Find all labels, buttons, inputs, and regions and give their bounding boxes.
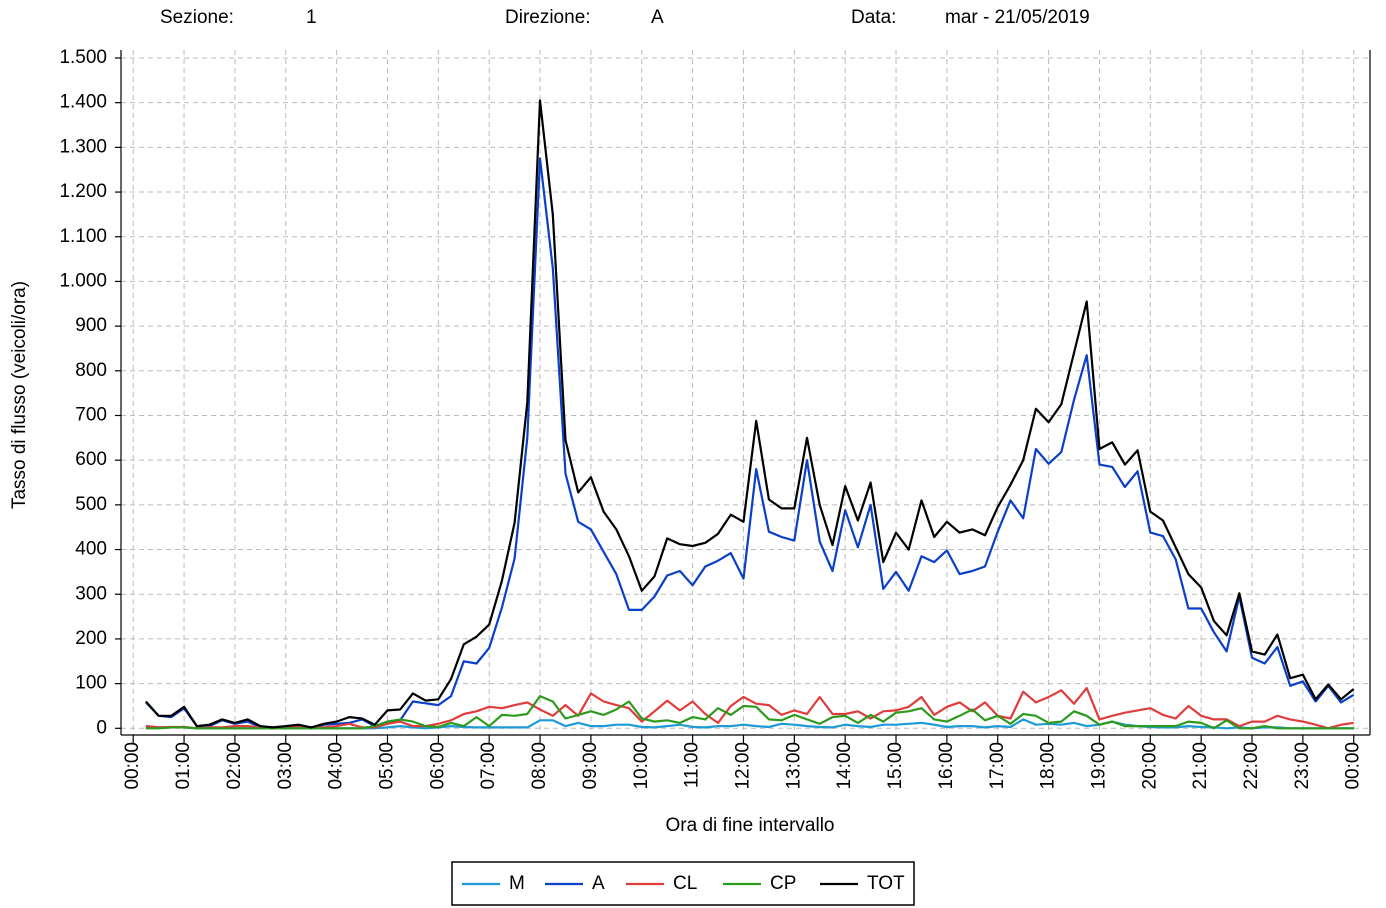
header-value: 1 (306, 7, 317, 28)
y-tick-label: 1.000 (59, 270, 107, 291)
series-line (145, 687, 1354, 730)
y-tick-label: 300 (75, 583, 107, 604)
x-axis-label: Ora di fine intervallo (666, 815, 835, 836)
x-tick-label: 02:00 (224, 742, 245, 790)
x-tick-label: 00:00 (122, 742, 143, 790)
x-tick-label: 19:00 (1088, 742, 1109, 790)
y-tick-label: 1.200 (59, 181, 107, 202)
y-tick-label: 500 (75, 494, 107, 515)
x-tick-label: 20:00 (1139, 742, 1160, 790)
legend-label: A (592, 873, 605, 894)
x-tick-label: 12:00 (732, 742, 753, 790)
x-tick-label: 00:00 (1343, 742, 1364, 790)
x-tick-label: 01:00 (173, 742, 194, 790)
x-tick-label: 09:00 (580, 742, 601, 790)
legend-label: CL (673, 873, 697, 894)
header-value: mar - 21/05/2019 (945, 7, 1090, 28)
x-tick-label: 08:00 (529, 742, 550, 790)
y-tick-label: 0 (96, 717, 107, 738)
legend-label: M (509, 873, 525, 894)
x-tick-label: 16:00 (936, 742, 957, 790)
x-tick-label: 07:00 (478, 742, 499, 790)
y-axis-label: Tasso di flusso (veicoli/ora) (9, 281, 30, 509)
x-tick-label: 18:00 (1038, 742, 1059, 790)
x-tick-label: 10:00 (631, 742, 652, 790)
y-tick-label: 1.100 (59, 226, 107, 247)
y-tick-label: 1.300 (59, 136, 107, 157)
x-tick-label: 21:00 (1190, 742, 1211, 790)
x-tick-label: 03:00 (275, 742, 296, 790)
x-tick-label: 23:00 (1292, 742, 1313, 790)
header-value: A (651, 7, 664, 28)
x-tick-label: 22:00 (1241, 742, 1262, 790)
x-tick-label: 14:00 (834, 742, 855, 790)
x-tick-label: 05:00 (376, 742, 397, 790)
y-tick-label: 1.400 (59, 92, 107, 113)
y-tick-label: 200 (75, 628, 107, 649)
header-label: Direzione: (505, 7, 591, 28)
x-tick-label: 11:00 (682, 742, 703, 788)
x-tick-label: 13:00 (783, 742, 804, 790)
y-tick-label: 100 (75, 673, 107, 694)
x-tick-label: 15:00 (885, 742, 906, 790)
y-tick-label: 400 (75, 539, 107, 560)
header-label: Data: (851, 7, 896, 28)
x-tick-label: 04:00 (326, 742, 347, 790)
x-tick-label: 17:00 (987, 742, 1008, 790)
x-tick-label: 06:00 (427, 742, 448, 790)
y-tick-label: 700 (75, 405, 107, 426)
header-label: Sezione: (160, 7, 234, 28)
y-tick-label: 900 (75, 315, 107, 336)
y-tick-label: 600 (75, 449, 107, 470)
series-line (145, 99, 1355, 729)
y-tick-label: 1.500 (59, 47, 107, 68)
series-line (145, 157, 1355, 730)
y-tick-label: 800 (75, 360, 107, 381)
legend-label: TOT (867, 873, 905, 894)
legend-label: CP (770, 873, 796, 894)
series-line (145, 695, 1354, 730)
